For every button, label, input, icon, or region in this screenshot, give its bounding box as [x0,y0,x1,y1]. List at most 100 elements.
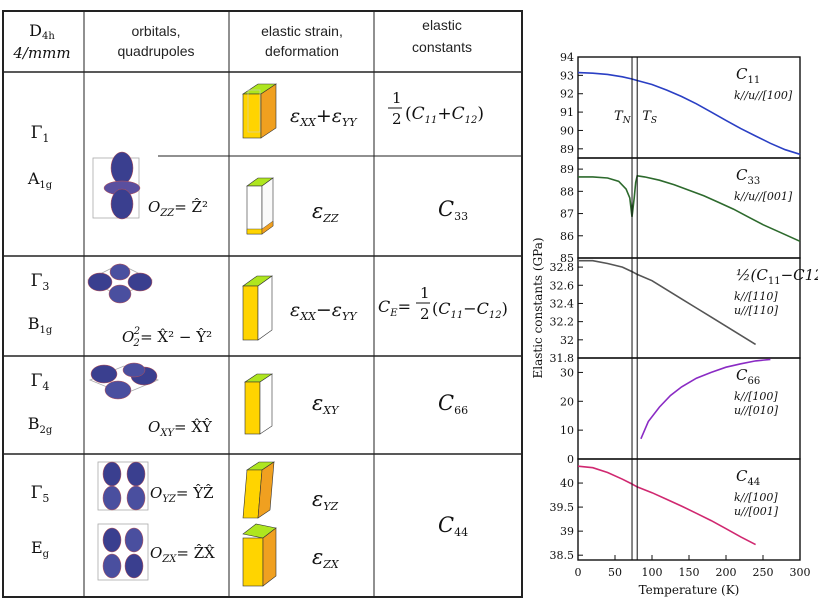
series-line [577,71,801,156]
x-tick-label: 200 [716,566,737,579]
chart-panel-4: 0 10 20 30 C66 k//[100]u//[010] [560,357,801,466]
strain-box-a1g-1 [242,83,277,139]
orbital-dzx-image [97,523,149,581]
row4-strain-1: εYZ [312,487,339,513]
row4-quadrupole-1: OYZ= ŶẐ [150,484,214,505]
y-tick-label: 85 [560,252,574,265]
header-constants-1: elastic [422,17,462,33]
svg-text:2: 2 [420,305,430,323]
row3-irrep: Γ4 [31,371,50,393]
y-tick-label: 20 [560,395,574,408]
series-line [578,174,801,243]
y-tick-label: 32 [560,334,574,347]
row1-irrep: Γ1 [31,123,50,145]
chart-panel-3: 31.8 32 32.2 32.4 32.6 32.8 ½(C11−C12) k//[110]… [550,257,818,365]
series-label: C11 [736,65,760,86]
row1-constant-1: 1 2 (C11+C12) [388,89,484,128]
y-tick-label: 38.5 [550,549,575,562]
row3-mulliken: B2g [28,414,53,436]
strain-box-b1g [242,275,273,341]
y-tick-label: 39 [560,525,574,538]
row3-strain: εXY [312,391,340,417]
elastic-constants-chart: 89 90 91 92 93 94 C11 k//u//[100] 85 86 87 88 89 C33 k… [531,51,818,597]
symmetry-table: D4h 4/mmm orbitals, quadrupoles elastic … [2,10,523,598]
y-tick-label: 88 [560,185,574,198]
y-tick-label: 89 [560,143,574,156]
series-line [640,358,771,440]
chart-panel-2: 85 86 87 88 89 C33 k//u//[001] [560,157,801,265]
header-orbitals-2: quadrupoles [117,43,194,59]
y-tick-label: 30 [560,366,574,379]
row2-irrep: Γ3 [31,271,50,293]
row4-constant: C44 [438,513,468,539]
header-group2: 4/mmm [12,44,70,62]
row2-constant: CE= 1 2 (C11−C12) [378,284,508,323]
row4-mulliken: Eg [31,538,50,560]
orbital-dxy-image [88,362,160,400]
panel-frame [577,56,801,159]
series-note: k//[100] [734,390,778,403]
header-strain-1: elastic strain, [261,23,343,39]
panel-frame [577,157,801,259]
x-tick-label: 150 [679,566,700,579]
svg-text:1: 1 [420,284,430,302]
y-tick-label: 31.8 [550,352,575,365]
y-tick-label: 86 [560,230,574,243]
series-note: k//u//[001] [734,190,793,203]
y-tick-label: 87 [560,208,574,221]
series-label: C33 [736,166,760,187]
y-axis-label: Elastic constants (GPa) [531,237,545,378]
y-tick-label: 92 [560,88,574,101]
y-tick-label: 32.2 [550,316,575,329]
y-tick-label: 39.5 [550,501,575,514]
x-tick-label: 0 [575,566,582,579]
strain-box-eg-1 [242,461,275,519]
header-constants-2: constants [412,39,472,55]
x-tick-label: 100 [642,566,663,579]
y-tick-label: 94 [560,51,574,64]
transition-label-N: TN [614,109,632,126]
y-tick-label: 10 [560,424,574,437]
row1-mulliken: A1g [27,169,53,191]
y-tick-label: 32.8 [550,261,575,274]
y-tick-label: 32.4 [550,297,575,310]
header-strain-2: deformation [265,43,339,59]
row1-constant-2: C33 [438,197,468,223]
svg-text:2: 2 [392,110,402,128]
row2-strain: εXX−εYY [290,299,358,323]
y-tick-label: 0 [567,453,574,466]
series-line [577,465,756,546]
row1-strain-1: εXX+εYY [290,105,358,129]
orbital-dz2-image [92,151,141,220]
svg-text:(C11+C12): (C11+C12) [405,104,484,126]
row1-quadrupole: OZZ= Ẑ² [148,198,208,219]
series-label: C66 [736,366,760,387]
series-note: u//[001] [734,505,779,518]
series-line [578,259,757,346]
orbital-dyz-image [97,461,149,511]
chart-panel-1: 89 90 91 92 93 94 C11 k//u//[100] [560,51,801,159]
orbital-dx2y2-image [87,263,153,304]
y-tick-label: 89 [560,163,574,176]
y-tick-label: 40 [560,477,574,490]
y-tick-label: 32.6 [550,279,575,292]
series-label: ½(C11−C12) [736,266,818,287]
y-tick-label: 90 [560,124,574,137]
transition-label-S: TS [642,109,657,126]
series-note: k//[110] [734,290,778,303]
strain-box-eg-2 [242,523,277,587]
row2-quadrupole: O22= X̂² − Ŷ² [122,326,212,349]
chart-panel-5: 38.5 39 39.5 40 C44 k//[100]u//[001] [550,458,801,562]
x-tick-label: 300 [790,566,811,579]
y-tick-label: 93 [560,69,574,82]
x-tick-label: 250 [753,566,774,579]
svg-text:(C11−C12): (C11−C12) [432,299,508,321]
strain-box-a1g-2 [246,177,274,235]
y-tick-label: 91 [560,106,574,119]
x-tick-label: 50 [608,566,622,579]
series-note: u//[010] [734,404,779,417]
svg-text:CE=: CE= [378,297,411,319]
row2-mulliken: B1g [28,314,53,336]
row4-strain-2: εZX [312,545,340,571]
